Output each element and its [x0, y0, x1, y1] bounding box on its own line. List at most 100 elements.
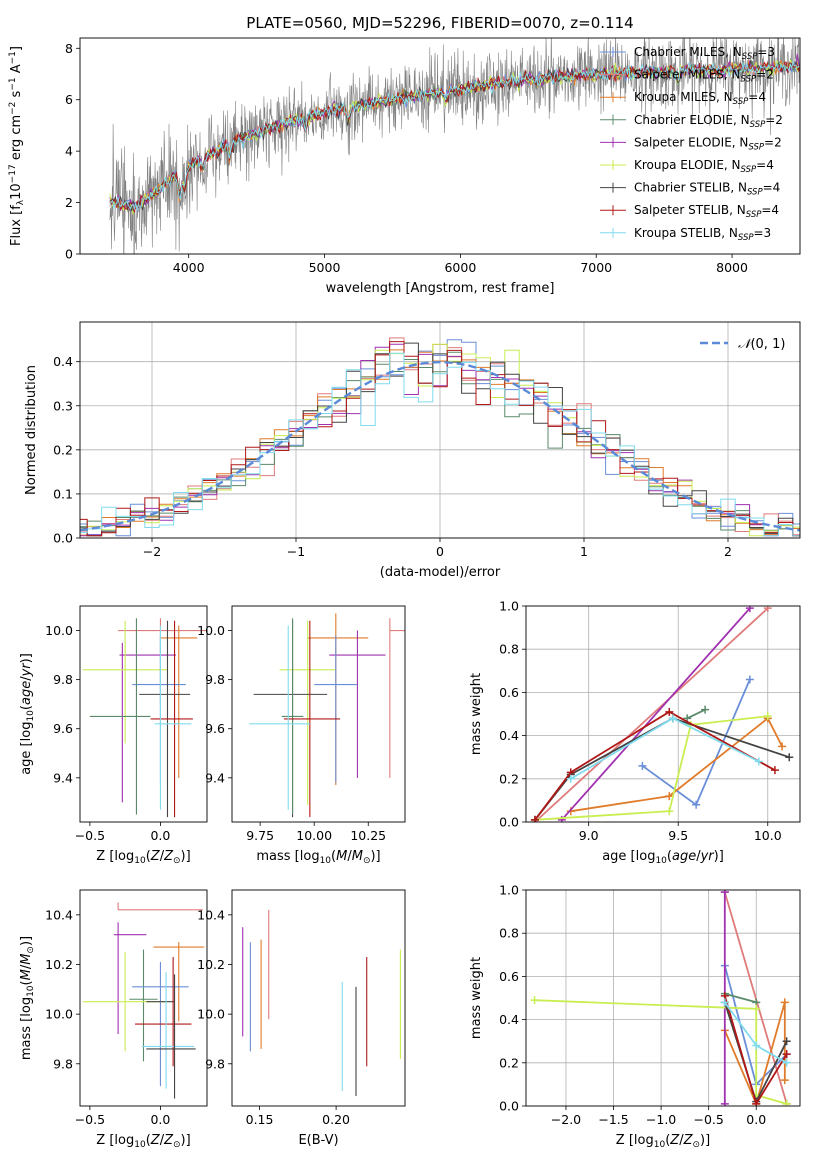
legend-entry: Salpeter MILES, NSSP=2 [634, 68, 774, 85]
series-line-kroupa-miles [570, 716, 783, 813]
y-tick-label: 0.1 [53, 486, 73, 501]
y-tick-label: 10.0 [45, 623, 73, 638]
axes-frame [231, 605, 406, 823]
gaussian-curve [80, 360, 800, 532]
x-tick-label: −2 [143, 544, 161, 559]
data-point [785, 753, 794, 762]
x-tick-label: 9.0 [579, 828, 599, 843]
y-tick-label: 10.2 [45, 957, 73, 972]
y-axis-label: mass weight [469, 673, 484, 755]
y-tick-label: 0.6 [499, 685, 519, 700]
y-tick-label: 2 [65, 195, 73, 210]
data-point [780, 1076, 789, 1085]
series-line-kroupa-elodie [534, 715, 768, 821]
axes-frame [79, 605, 208, 823]
x-axis-label: mass [log10(M/M⊙)] [256, 849, 380, 866]
y-tick-label: 9.6 [53, 721, 73, 736]
y-tick-label: 10.0 [197, 1007, 225, 1022]
plot-area [249, 613, 405, 818]
x-tick-label: 0 [436, 544, 444, 559]
axes-weight-vs-Z: −2.0 −1.5 −1.0 −0.5 0.0 0.0 0.2 0.4 0.6 0.8 1.0 Z [… [469, 883, 801, 1150]
x-tick-label: −1 [287, 544, 305, 559]
y-tick-label: 0.0 [53, 531, 73, 546]
plot-area [242, 909, 401, 1097]
legend-entry: Chabrier STELIB, NSSP=4 [634, 181, 780, 198]
y-axis-label: age [log10(age/yr)] [19, 653, 36, 775]
y-tick-label: 1.0 [499, 599, 519, 614]
x-tick-label: −0.5 [693, 1112, 723, 1127]
y-tick-label: 0.4 [53, 354, 73, 369]
y-tick-label: 10.4 [197, 907, 225, 922]
x-axis-label: Z [log10(Z/Z⊙)] [616, 1133, 710, 1150]
y-tick-label: 9.8 [205, 672, 225, 687]
data-point [752, 1004, 761, 1013]
y-tick-label: 9.4 [53, 770, 73, 785]
data-point [665, 807, 674, 816]
x-tick-label: 2 [724, 544, 732, 559]
axes-weight-vs-age: 9.0 9.5 10.0 0.0 0.2 0.4 0.6 0.8 1.0 age [log10(a… [469, 599, 801, 866]
data-point [745, 675, 754, 684]
model-spectrum-kroupa-stelib [109, 61, 800, 211]
data-point [745, 606, 754, 613]
x-tick-label: −0.5 [75, 828, 105, 843]
axes-frame [525, 889, 801, 1107]
x-tick-label: −1.0 [646, 1112, 676, 1127]
data-point [770, 766, 779, 775]
legend-entry: Kroupa ELODIE, NSSP=4 [634, 158, 774, 175]
series-line-chabrier-stelib [534, 717, 790, 821]
series-line-salpeter-miles [723, 891, 788, 1105]
y-tick-label: 9.8 [205, 1056, 225, 1071]
x-tick-label: 1 [580, 544, 588, 559]
x-tick-label: 0.0 [150, 1112, 170, 1127]
data-point [668, 714, 677, 723]
legend-entry: Chabrier ELODIE, NSSP=2 [634, 113, 783, 130]
y-tick-label: 0.6 [499, 969, 519, 984]
legend-entry: 𝒩(0, 1) [738, 337, 785, 352]
y-tick-label: 0.0 [499, 815, 519, 830]
data-point [665, 707, 674, 716]
x-axis-label: Z [log10(Z/Z⊙)] [96, 1133, 190, 1150]
legend-entry: Salpeter ELODIE, NSSP=2 [634, 135, 782, 152]
y-tick-label: 4 [65, 144, 73, 159]
histogram-kroupa-elodie [80, 343, 800, 537]
y-tick-label: 0.8 [499, 926, 519, 941]
y-tick-label: 0 [65, 247, 73, 262]
y-tick-label: 0.4 [499, 1012, 519, 1027]
y-tick-label: 1.0 [499, 883, 519, 898]
axes-mass-vs-Z: −0.5 0.0 9.8 10.0 10.2 10.4 Z [log10(Z/Z⊙)] mas… [19, 889, 208, 1150]
x-tick-label: 6000 [444, 260, 476, 275]
data-point [720, 998, 729, 1007]
y-tick-label: 9.4 [205, 770, 225, 785]
histogram-chabrier-stelib [80, 342, 800, 537]
y-tick-label: 10.0 [45, 1007, 73, 1022]
data-point [638, 761, 647, 770]
data-point [701, 705, 710, 714]
legend: 𝒩(0, 1) [700, 337, 785, 352]
x-tick-label: 9.75 [246, 828, 274, 843]
y-tick-label: 10.2 [197, 957, 225, 972]
axes-frame [79, 37, 801, 255]
axes-frame [79, 321, 801, 539]
series-line-salpeter-miles [534, 607, 769, 822]
x-axis-label: age [log10(age/yr)] [602, 849, 724, 866]
y-tick-label: 0.4 [499, 728, 519, 743]
y-axis-label: Flux [fλ10−17 erg cm−2 s−1 A−1] [8, 46, 26, 246]
series-line-kroupa-miles [723, 1002, 786, 1106]
plot-area [530, 890, 791, 1106]
data-point [778, 742, 787, 751]
y-tick-label: 0.2 [499, 771, 519, 786]
x-tick-label: 8000 [716, 260, 748, 275]
x-tick-label: −0.5 [75, 1112, 105, 1127]
data-point [752, 1099, 761, 1106]
plot-area [109, 38, 800, 254]
model-spectrum-kroupa-miles [109, 59, 800, 211]
x-axis-label: Z [log10(Z/Z⊙)] [96, 849, 190, 866]
data-point [763, 712, 772, 721]
data-point [782, 1050, 791, 1059]
y-axis-label: Normed distribution [24, 365, 39, 495]
x-tick-label: 0.0 [150, 828, 170, 843]
y-tick-label: 9.8 [53, 672, 73, 687]
y-tick-label: 0.8 [499, 642, 519, 657]
y-tick-label: 0.2 [499, 1055, 519, 1070]
